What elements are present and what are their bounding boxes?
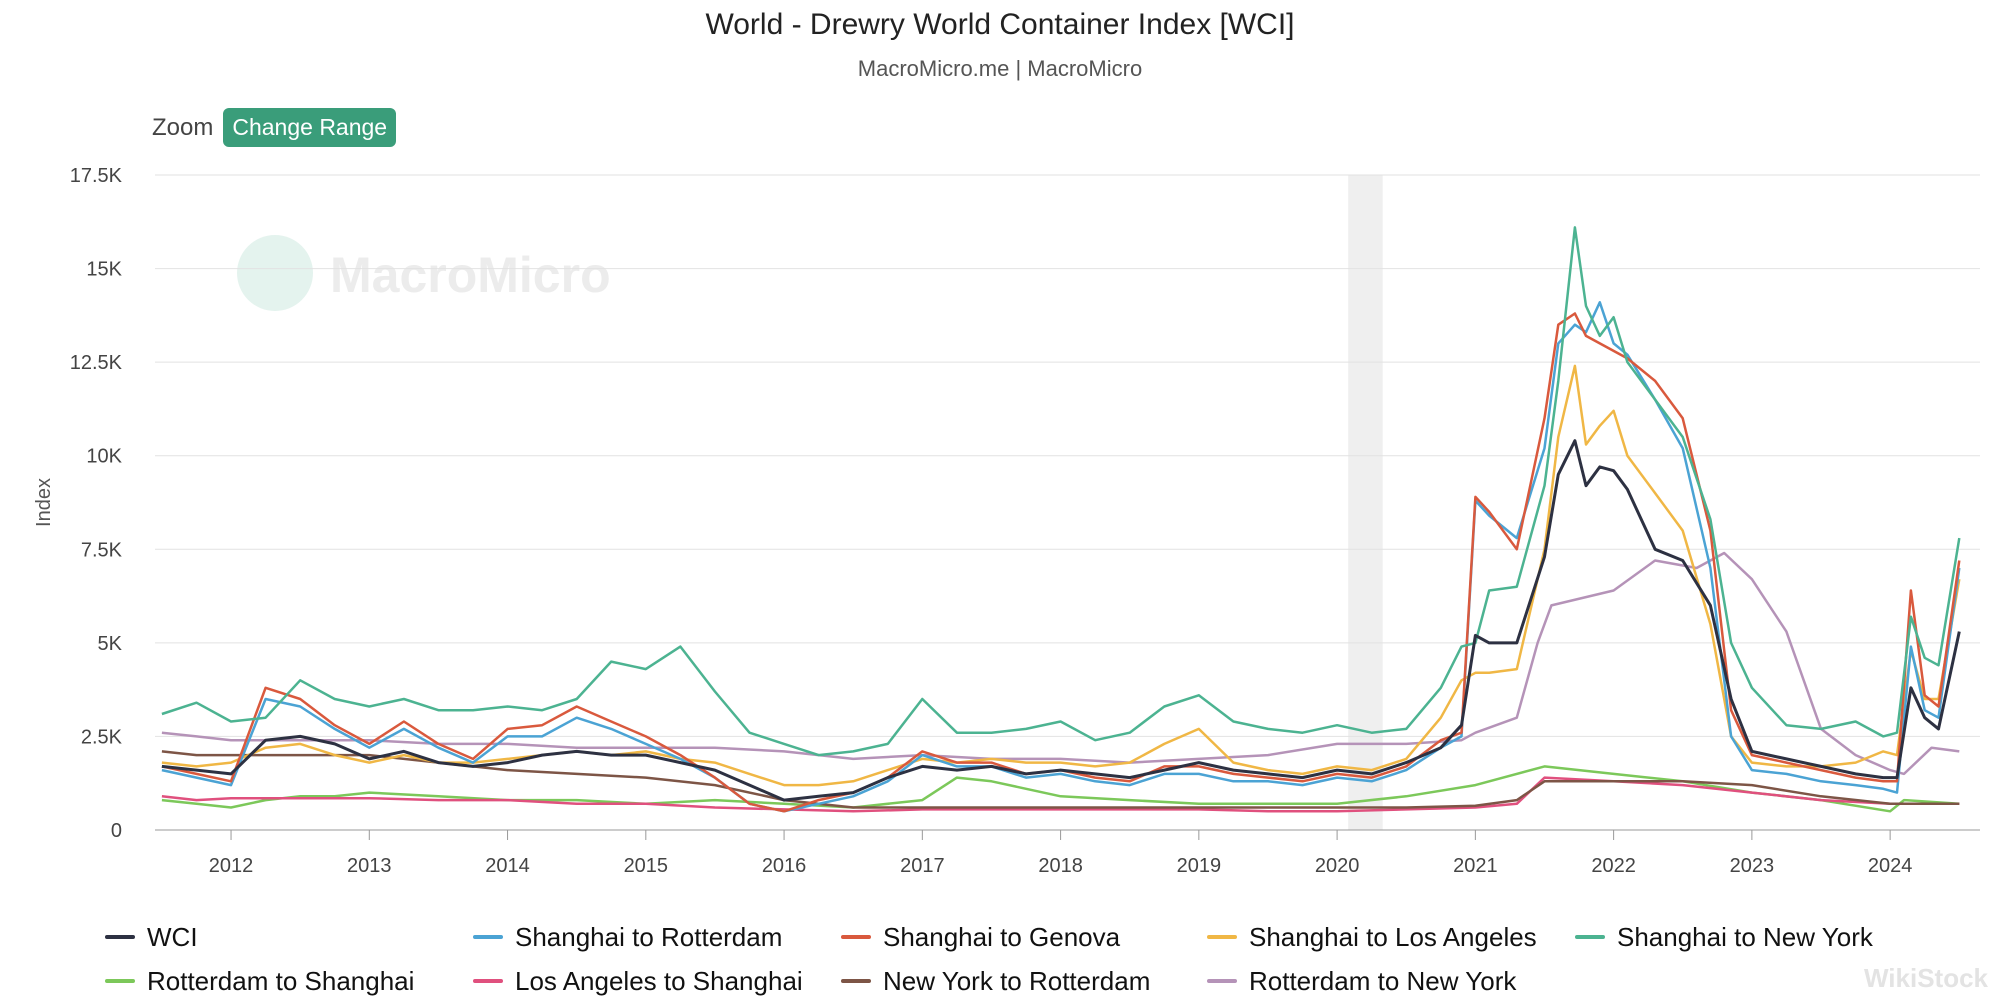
legend-item-shanghai-to-genova[interactable]: Shanghai to Genova xyxy=(841,922,1207,952)
legend-swatch xyxy=(841,935,871,939)
x-tick-label: 2022 xyxy=(1591,855,1636,877)
x-tick-label: 2015 xyxy=(624,855,669,877)
legend-item-wci[interactable]: WCI xyxy=(105,922,473,952)
series-line-shanghai-to-los-angeles xyxy=(161,364,1961,787)
x-tick-label: 2016 xyxy=(762,855,807,877)
legend-label: Shanghai to Los Angeles xyxy=(1249,921,1537,952)
legend-label: WCI xyxy=(147,921,198,952)
x-tick-label: 2018 xyxy=(1038,855,1083,877)
y-tick-label: 0 xyxy=(111,820,122,842)
change-range-button[interactable]: Change Range xyxy=(223,108,397,147)
x-tick-label: 2012 xyxy=(209,855,254,877)
series-line-shanghai-to-rotterdam xyxy=(161,301,1961,813)
zoom-controls: Zoom Change Range xyxy=(152,108,397,147)
legend-swatch xyxy=(1207,979,1237,983)
legend-swatch xyxy=(473,979,503,983)
series-line-wci xyxy=(161,439,1961,802)
series-line-los-angeles-to-shanghai xyxy=(161,776,1960,813)
macromicro-logo-icon xyxy=(237,235,313,311)
x-tick-label: 2019 xyxy=(1177,855,1222,877)
series-line-shanghai-to-new-york xyxy=(161,226,1961,757)
y-tick-label: 10K xyxy=(86,446,122,468)
legend-item-los-angeles-to-shanghai[interactable]: Los Angeles to Shanghai xyxy=(473,966,841,996)
legend-label: Rotterdam to New York xyxy=(1249,965,1517,996)
series-line-shanghai-to-genova xyxy=(161,312,1961,813)
legend-swatch xyxy=(105,935,135,939)
legend-label: Los Angeles to Shanghai xyxy=(515,965,803,996)
x-tick-label: 2023 xyxy=(1730,855,1775,877)
legend-label: Shanghai to Rotterdam xyxy=(515,921,783,952)
legend-swatch xyxy=(1207,935,1237,939)
legend-item-rotterdam-to-new-york[interactable]: Rotterdam to New York xyxy=(1207,966,1575,996)
chart-subtitle: MacroMicro.me | MacroMicro xyxy=(857,56,1143,81)
x-tick-label: 2014 xyxy=(485,855,530,877)
x-tick-label: 2017 xyxy=(900,855,945,877)
recession-band xyxy=(1348,175,1383,830)
line-chart: MacroMicro 0 2.5K 5K 7.5K 10K 12.5K 15K 17.5K 201… xyxy=(33,165,1980,877)
legend-item-rotterdam-to-shanghai[interactable]: Rotterdam to Shanghai xyxy=(105,966,473,996)
legend-label: Shanghai to Genova xyxy=(883,921,1121,952)
chart-title: World - Drewry World Container Index [WC… xyxy=(705,8,1295,41)
legend-item-new-york-to-rotterdam[interactable]: New York to Rotterdam xyxy=(841,966,1207,996)
legend-label: Rotterdam to Shanghai xyxy=(147,965,415,996)
y-tick-label: 12.5K xyxy=(70,352,123,374)
legend-label: Shanghai to New York xyxy=(1617,921,1873,952)
series-line-new-york-to-rotterdam xyxy=(161,750,1960,809)
legend-swatch xyxy=(473,935,503,939)
legend-item-shanghai-to-rotterdam[interactable]: Shanghai to Rotterdam xyxy=(473,922,841,952)
wikistock-watermark: WikiStock xyxy=(1863,963,1988,993)
y-tick-label: 17.5K xyxy=(70,165,123,187)
y-tick-label: 5K xyxy=(98,633,123,655)
legend-swatch xyxy=(841,979,871,983)
legend-swatch xyxy=(1575,935,1605,939)
x-tick-label: 2013 xyxy=(347,855,392,877)
y-tick-label: 2.5K xyxy=(81,726,123,748)
x-tick-label: 2020 xyxy=(1315,855,1360,877)
x-tick-label: 2024 xyxy=(1868,855,1913,877)
macromicro-watermark: MacroMicro xyxy=(330,247,611,303)
legend-item-shanghai-to-los-angeles[interactable]: Shanghai to Los Angeles xyxy=(1207,922,1575,952)
legend-swatch xyxy=(105,979,135,983)
zoom-label: Zoom xyxy=(152,113,214,141)
series-line-rotterdam-to-new-york xyxy=(161,551,1960,776)
legend-item-shanghai-to-new-york[interactable]: Shanghai to New York xyxy=(1575,922,1943,952)
y-tick-label: 7.5K xyxy=(81,539,123,561)
legend-label: New York to Rotterdam xyxy=(883,965,1151,996)
chart-legend: WCI Shanghai to Rotterdam Shanghai to Geno… xyxy=(105,922,1985,996)
y-axis-label: Index xyxy=(33,478,55,527)
x-tick-label: 2021 xyxy=(1453,855,1498,877)
y-tick-label: 15K xyxy=(86,259,122,281)
